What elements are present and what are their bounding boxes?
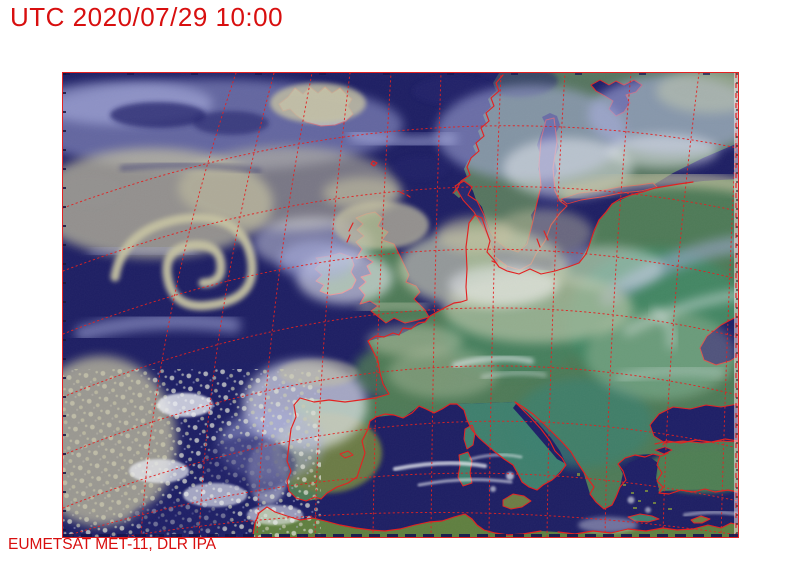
right-border-ticks xyxy=(736,73,738,537)
left-border-ticks xyxy=(63,73,66,537)
cloud-layer xyxy=(63,73,738,537)
satellite-map xyxy=(62,72,739,538)
top-border-ticks xyxy=(63,73,738,75)
bottom-border-ticks xyxy=(63,534,738,537)
coastline-layer xyxy=(252,74,738,536)
satellite-image xyxy=(63,73,738,537)
graticule-layer xyxy=(63,73,738,537)
attribution-text: EUMETSAT MET-11, DLR IPA xyxy=(8,536,217,553)
timestamp-title: UTC 2020/07/29 10:00 xyxy=(10,2,284,32)
